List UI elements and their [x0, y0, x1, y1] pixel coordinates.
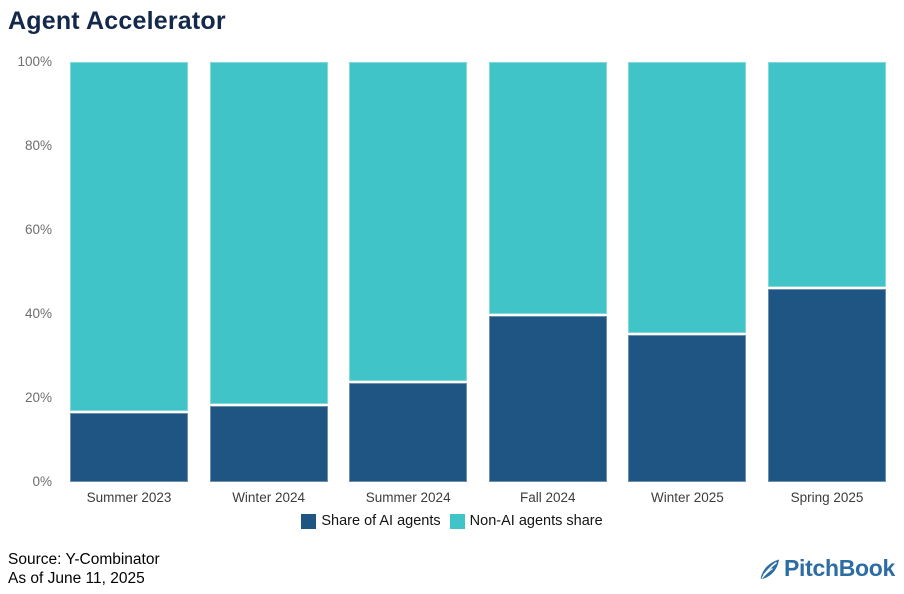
source-line: Source: Y-Combinator: [8, 551, 160, 568]
bar-spring-2025: Spring 2025: [767, 62, 886, 505]
x-axis-label: Summer 2023: [86, 490, 172, 505]
segment-ai-agents: [628, 332, 747, 482]
x-axis-label: Winter 2024: [232, 490, 305, 505]
segment-non-ai-agents: [628, 62, 747, 333]
legend-label: Share of AI agents: [321, 513, 441, 529]
bar-winter-2024: Winter 2024: [209, 62, 328, 505]
plot-area: Summer 2023 Winter 2024 Summer 2024 Fall 20…: [70, 62, 886, 505]
asof-line: As of June 11, 2025: [8, 570, 145, 587]
y-tick-label: 80%: [24, 138, 52, 153]
legend-label: Non-AI agents share: [469, 513, 603, 529]
chart-title: Agent Accelerator: [8, 7, 226, 35]
y-tick-label: 0%: [32, 474, 52, 489]
legend-swatch: [449, 513, 465, 529]
legend-item: Share of AI agents: [301, 513, 441, 529]
segment-ai-agents: [209, 404, 328, 482]
bar-summer-2023: Summer 2023: [70, 62, 188, 505]
y-tick-label: 20%: [24, 390, 52, 405]
y-tick-label: 100%: [17, 54, 52, 69]
x-axis-label: Summer 2024: [365, 490, 451, 505]
segment-non-ai-agents: [767, 62, 886, 287]
y-tick-label: 60%: [24, 222, 52, 237]
pitchbook-quill-icon: [758, 557, 782, 581]
bar-fall-2024: Fall 2024: [488, 62, 607, 505]
segment-ai-agents: [767, 286, 886, 482]
segment-non-ai-agents: [488, 62, 607, 314]
bar-winter-2025: Winter 2025: [628, 62, 747, 505]
x-axis-label: Spring 2025: [790, 490, 864, 505]
segment-ai-agents: [349, 381, 468, 482]
segment-ai-agents: [70, 410, 188, 482]
segment-non-ai-agents: [209, 62, 328, 405]
bar-summer-2024: Summer 2024: [349, 62, 468, 505]
legend-swatch: [301, 513, 317, 529]
source-note: Source: Y-Combinator As of June 11, 2025: [8, 550, 160, 588]
segment-ai-agents: [488, 314, 607, 482]
legend-item: Non-AI agents share: [449, 513, 603, 529]
segment-non-ai-agents: [70, 62, 188, 411]
y-tick-label: 40%: [24, 306, 52, 321]
segment-non-ai-agents: [349, 62, 468, 382]
chart-legend: Share of AI agents Non-AI agents share: [0, 513, 904, 529]
x-axis-label: Fall 2024: [520, 490, 576, 505]
pitchbook-logo: PitchBook: [758, 555, 895, 582]
x-axis-label: Winter 2025: [650, 490, 724, 505]
pitchbook-logo-text: PitchBook: [783, 555, 895, 581]
